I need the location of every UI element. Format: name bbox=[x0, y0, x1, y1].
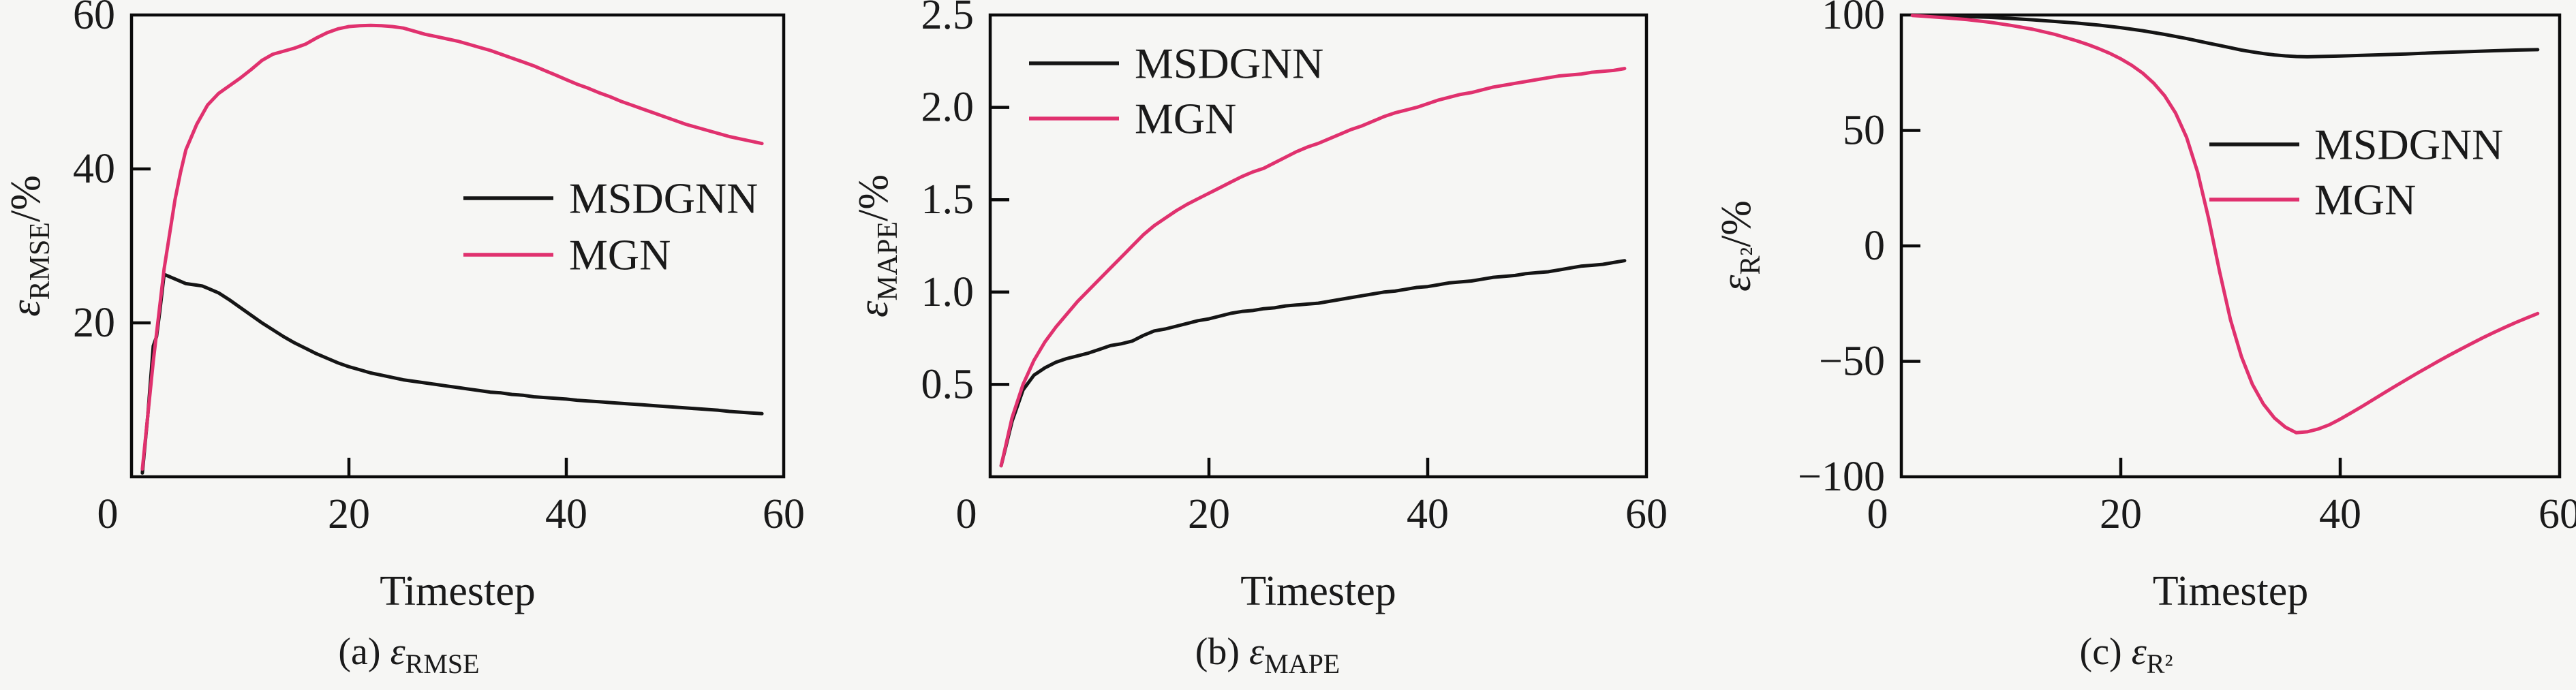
y-tick-label: −50 bbox=[1819, 339, 1885, 385]
legend-label-mgn: MGN bbox=[569, 231, 671, 279]
legend-label-msdgnn: MSDGNN bbox=[569, 174, 758, 223]
y-tick-label: 1.5 bbox=[921, 176, 975, 223]
x-tick-label: 0 bbox=[97, 491, 119, 537]
panel-caption: (b) εMAPE bbox=[1195, 631, 1340, 679]
x-axis-title: Timestep bbox=[1240, 568, 1396, 614]
y-tick-label: 100 bbox=[1822, 0, 1885, 38]
y-tick-label: 0 bbox=[1864, 223, 1885, 269]
x-tick-label: 20 bbox=[1188, 491, 1230, 537]
legend-label-msdgnn: MSDGNN bbox=[2314, 121, 2503, 169]
panel-c: 0 20 40 60 −100 −50 0 50 100 MSDGNN MGN Timestep εR²… bbox=[1717, 0, 2576, 690]
y-tick-label: 20 bbox=[73, 300, 115, 346]
panel-caption: (c) εR² bbox=[2080, 631, 2173, 679]
series-line-mgn bbox=[1910, 14, 2540, 435]
panel-b: 0 20 40 60 0.5 1.0 1.5 2.0 2.5 MSDGNN MGN Timestep ε… bbox=[859, 0, 1717, 690]
y-axis-title: εMAPE/% bbox=[859, 174, 904, 317]
plot-frame bbox=[129, 13, 786, 479]
y-tick-label: 50 bbox=[1843, 108, 1885, 154]
x-tick-label: 60 bbox=[1625, 491, 1668, 537]
plot-frame bbox=[1899, 13, 2562, 479]
chart-b-mape: 0 20 40 60 0.5 1.0 1.5 2.0 2.5 MSDGNN MGN Timestep ε… bbox=[859, 0, 1668, 679]
x-tick-label: 60 bbox=[2539, 491, 2576, 537]
y-axis-title: εRMSE/% bbox=[3, 175, 56, 317]
y-tick-label: 2.5 bbox=[921, 0, 975, 38]
series-line-msdgnn bbox=[999, 259, 1627, 468]
y-tick-label: −100 bbox=[1798, 454, 1885, 500]
series-line-mgn bbox=[999, 67, 1627, 468]
chart-c-r2: 0 20 40 60 −100 −50 0 50 100 MSDGNN MGN Timestep εR²… bbox=[1717, 0, 2576, 679]
y-tick-label: 40 bbox=[73, 146, 115, 192]
panel-caption: (a) εRMSE bbox=[338, 631, 479, 679]
x-axis-title: Timestep bbox=[380, 568, 536, 614]
x-tick-label: 40 bbox=[1407, 491, 1449, 537]
y-axis-title: εR²/% bbox=[1717, 200, 1766, 292]
x-tick-label: 40 bbox=[545, 491, 587, 537]
series-line-msdgnn bbox=[1910, 13, 2540, 59]
y-tick-label: 2.0 bbox=[921, 84, 975, 131]
x-axis-title: Timestep bbox=[2153, 568, 2309, 614]
x-tick-label: 20 bbox=[2100, 491, 2142, 537]
x-tick-label: 20 bbox=[328, 491, 370, 537]
y-tick-label: 0.5 bbox=[921, 361, 975, 407]
legend-label-mgn: MGN bbox=[2314, 176, 2416, 224]
x-tick-label: 0 bbox=[1867, 491, 1888, 537]
x-tick-label: 40 bbox=[2319, 491, 2361, 537]
x-tick-label: 60 bbox=[763, 491, 805, 537]
panel-a: 0 20 40 60 20 40 60 MSDGNN MGN Timestep εRMSE/% (a)… bbox=[0, 0, 859, 690]
series-line-msdgnn bbox=[140, 272, 764, 475]
series-line-mgn bbox=[140, 23, 764, 471]
plot-frame bbox=[988, 13, 1649, 479]
chart-a-rmse: 0 20 40 60 20 40 60 MSDGNN MGN Timestep εRMSE/% (a)… bbox=[3, 0, 805, 679]
y-tick-label: 1.0 bbox=[921, 269, 975, 315]
legend-label-msdgnn: MSDGNN bbox=[1135, 40, 1323, 88]
y-tick-label: 60 bbox=[73, 0, 115, 38]
legend-label-mgn: MGN bbox=[1135, 95, 1236, 143]
x-tick-label: 0 bbox=[956, 491, 977, 537]
